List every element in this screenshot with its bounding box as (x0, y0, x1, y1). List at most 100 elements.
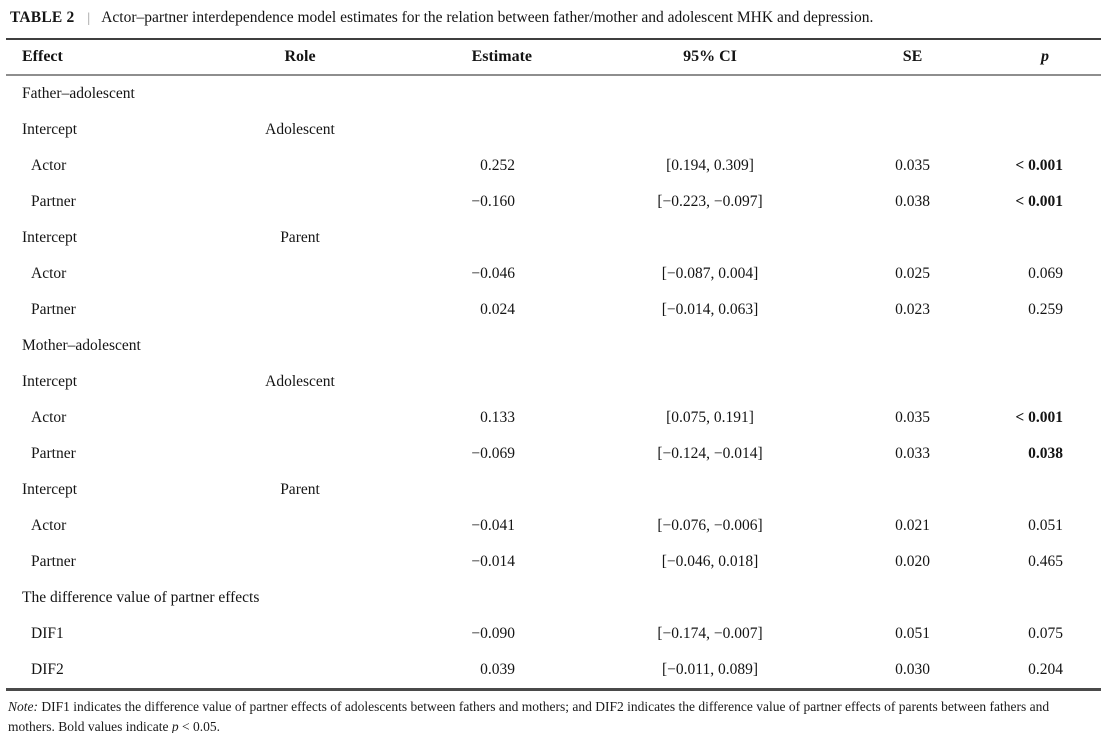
role-cell: Parent (280, 481, 320, 498)
section-label: Mother–adolescent (22, 337, 141, 354)
role-cell (220, 436, 380, 472)
role-cell: Parent (280, 229, 320, 246)
table-header: Effect Role Estimate 95% CI SE p (6, 39, 1101, 75)
se-cell: 0.025 (895, 265, 930, 282)
effect-cell: Partner (31, 445, 76, 462)
effect-cell: Intercept (22, 373, 78, 390)
ci-cell: [−0.087, 0.004] (661, 265, 759, 282)
ci-cell: [−0.011, 0.089] (662, 661, 758, 678)
column-header-role: Role (284, 48, 316, 65)
se-cell: 0.035 (895, 409, 930, 426)
role-cell (220, 184, 380, 220)
effect-cell: Actor (31, 265, 67, 282)
table-row: Actor −0.041 [−0.076, −0.006] 0.021 0.05… (6, 508, 1101, 544)
empty-cell (380, 220, 1101, 256)
p-value-cell: 0.075 (1028, 625, 1063, 642)
effect-cell: Actor (31, 157, 67, 174)
se-cell: 0.035 (895, 157, 930, 174)
role-cell (220, 616, 380, 652)
role-cell: Adolescent (265, 373, 335, 390)
se-cell: 0.051 (895, 625, 930, 642)
p-value-cell: 0.259 (1028, 301, 1063, 318)
table-row: Actor 0.252 [0.194, 0.309] 0.035 < 0.001 (6, 148, 1101, 184)
role-cell: Adolescent (265, 121, 335, 138)
ci-cell: [−0.014, 0.063] (661, 301, 759, 318)
table-row: Partner −0.014 [−0.046, 0.018] 0.020 0.4… (6, 544, 1101, 580)
table-row: Partner 0.024 [−0.014, 0.063] 0.023 0.25… (6, 292, 1101, 328)
role-cell (220, 148, 380, 184)
empty-cell (380, 364, 1101, 400)
estimate-cell: −0.160 (471, 193, 515, 210)
section-row: Mother–adolescent (6, 328, 1101, 364)
column-header-estimate: Estimate (471, 48, 532, 65)
role-cell (220, 652, 380, 690)
p-value-cell: 0.038 (1028, 445, 1063, 462)
p-value-cell: < 0.001 (1015, 193, 1063, 210)
estimate-cell: −0.041 (471, 517, 515, 534)
table-caption: TABLE 2 | Actor–partner interdependence … (6, 0, 1101, 38)
ci-cell: [−0.223, −0.097] (657, 193, 763, 210)
table-row: DIF2 0.039 [−0.011, 0.089] 0.030 0.204 (6, 652, 1101, 690)
role-cell (220, 400, 380, 436)
ci-cell: [0.194, 0.309] (666, 157, 754, 174)
group-row: Intercept Adolescent (6, 364, 1101, 400)
se-cell: 0.033 (895, 445, 930, 462)
apim-estimates-table: Effect Role Estimate 95% CI SE p Father–… (6, 38, 1101, 691)
se-cell: 0.020 (895, 553, 930, 570)
role-cell (220, 256, 380, 292)
table-row: Partner −0.160 [−0.223, −0.097] 0.038 < … (6, 184, 1101, 220)
p-value-cell: < 0.001 (1015, 157, 1063, 174)
ci-cell: [−0.076, −0.006] (657, 517, 763, 534)
effect-cell: Intercept (22, 121, 78, 138)
section-row: Father–adolescent (6, 75, 1101, 112)
p-value-cell: 0.069 (1028, 265, 1063, 282)
role-cell (220, 544, 380, 580)
note-body: DIF1 indicates the difference value of p… (8, 699, 1050, 733)
column-header-effect: Effect (22, 48, 63, 65)
se-cell: 0.021 (895, 517, 930, 534)
p-value-cell: 0.204 (1028, 661, 1063, 678)
ci-cell: [−0.174, −0.007] (657, 625, 763, 642)
effect-cell: Actor (31, 517, 67, 534)
ci-cell: [0.075, 0.191] (666, 409, 754, 426)
table-number-label: TABLE 2 (10, 9, 75, 26)
role-cell (220, 508, 380, 544)
effect-cell: Partner (31, 193, 76, 210)
section-row: The difference value of partner effects (6, 580, 1101, 616)
column-header-p: p (1041, 48, 1049, 65)
group-row: Intercept Parent (6, 220, 1101, 256)
estimate-cell: −0.090 (471, 625, 515, 642)
se-cell: 0.030 (895, 661, 930, 678)
p-value-cell: < 0.001 (1015, 409, 1063, 426)
ci-cell: [−0.046, 0.018] (661, 553, 759, 570)
estimate-cell: −0.069 (471, 445, 515, 462)
estimate-cell: 0.133 (480, 409, 515, 426)
effect-cell: Partner (31, 301, 76, 318)
estimate-cell: 0.039 (480, 661, 515, 678)
effect-cell: Intercept (22, 229, 78, 246)
note-p-symbol: p (171, 719, 179, 733)
caption-separator: | (87, 11, 91, 26)
section-label: Father–adolescent (22, 85, 135, 102)
estimate-cell: −0.014 (471, 553, 515, 570)
effect-cell: Partner (31, 553, 76, 570)
effect-cell: DIF2 (31, 661, 64, 678)
effect-cell: Actor (31, 409, 67, 426)
empty-cell (380, 112, 1101, 148)
estimate-cell: 0.024 (480, 301, 515, 318)
table-body: Father–adolescent Intercept Adolescent A… (6, 75, 1101, 690)
p-value-cell: 0.465 (1028, 553, 1063, 570)
ci-cell: [−0.124, −0.014] (657, 445, 763, 462)
table-footnote: Note: DIF1 indicates the difference valu… (6, 691, 1101, 733)
table-row: Partner −0.069 [−0.124, −0.014] 0.033 0.… (6, 436, 1101, 472)
p-value-cell: 0.051 (1028, 517, 1063, 534)
se-cell: 0.038 (895, 193, 930, 210)
effect-cell: DIF1 (31, 625, 64, 642)
estimate-cell: −0.046 (471, 265, 515, 282)
group-row: Intercept Adolescent (6, 112, 1101, 148)
section-label: The difference value of partner effects (22, 589, 260, 606)
caption-text: Actor–partner interdependence model esti… (101, 9, 874, 26)
table-row: DIF1 −0.090 [−0.174, −0.007] 0.051 0.075 (6, 616, 1101, 652)
table-row: Actor −0.046 [−0.087, 0.004] 0.025 0.069 (6, 256, 1101, 292)
